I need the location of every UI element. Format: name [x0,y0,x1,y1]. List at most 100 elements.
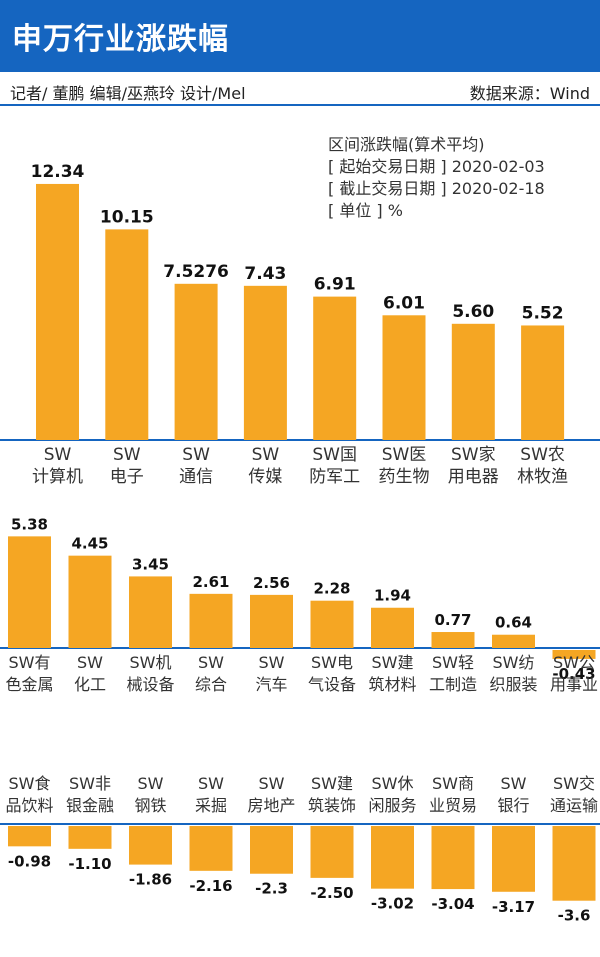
value-label: -3.04 [431,895,474,913]
value-label: 2.28 [313,580,350,598]
category-label: 工制造 [429,675,477,694]
bar [310,826,354,878]
category-label: 色金属 [5,675,53,694]
page-title: 申万行业涨跌幅 [12,22,229,57]
category-label: SW电 [311,653,353,672]
category-label: SW [44,445,72,465]
bar [68,555,112,648]
category-label: 传媒 [248,467,282,487]
info-line-3: [ 截止交易日期 ] 2020-02-18 [328,179,545,198]
category-label: SW交 [553,774,595,793]
category-label: 用电器 [448,467,499,487]
category-label: SW [252,445,280,465]
value-label: -2.50 [310,884,353,902]
category-label: SW [77,653,103,672]
value-label: -2.3 [255,880,288,898]
category-label: SW轻 [432,653,474,672]
category-label: SW纺 [493,653,535,672]
category-label: SW机 [130,653,172,672]
bar [371,607,414,648]
value-label: -3.17 [492,898,535,916]
value-label: 6.01 [383,293,425,313]
category-label: 用事业 [550,675,598,694]
header-banner: 申万行业涨跌幅 [0,0,600,72]
value-label: 5.52 [522,303,564,323]
category-label: SW [182,445,210,465]
category-label: SW家 [451,445,496,465]
value-label: 5.38 [11,515,48,533]
category-label: 织服装 [489,675,537,694]
category-label: 药生物 [379,467,430,487]
value-label: 5.60 [452,302,494,322]
category-label: 电子 [110,467,144,487]
bar [189,593,233,648]
category-label: SW休 [372,774,414,793]
category-label: SW医 [382,445,427,465]
category-label: 业贸易 [429,796,477,815]
bar [129,826,172,865]
value-label: 0.77 [434,611,471,629]
category-label: SW [259,653,285,672]
category-label: SW [113,445,141,465]
bar [382,315,426,440]
value-label: -1.10 [68,855,111,873]
value-label: 2.61 [192,573,229,591]
category-label: 采掘 [195,796,227,815]
category-label: SW非 [69,774,111,793]
category-label: 汽车 [255,675,287,694]
category-label: SW [198,774,224,793]
bar [8,826,51,847]
info-line-2: [ 起始交易日期 ] 2020-02-03 [328,157,545,176]
category-label: 化工 [74,675,106,694]
category-label: 气设备 [308,675,356,694]
category-label: 钢铁 [134,796,166,815]
bar [313,296,357,440]
bar [310,600,354,648]
category-label: SW国 [312,445,357,465]
bar [552,826,596,901]
category-label: SW [259,774,285,793]
value-label: 4.45 [71,535,108,553]
bar [36,183,79,440]
info-line-1: 区间涨跌幅(算术平均) [328,135,485,154]
info-box: 区间涨跌幅(算术平均) [ 起始交易日期 ] 2020-02-03 [ 截止交易… [328,134,545,222]
category-label: SW农 [520,445,565,465]
source-text: 数据来源：Wind [469,84,590,103]
category-label: 通运输 [550,796,598,815]
bar [552,650,596,659]
value-label: -0.43 [552,665,595,683]
category-label: 筑材料 [368,675,416,694]
value-label: 2.56 [253,574,290,592]
category-label: 械设备 [126,675,174,694]
bar [451,323,495,440]
value-label: -0.98 [8,852,51,870]
bar [521,325,565,440]
bar [431,632,475,648]
bar [174,283,218,440]
bar [492,634,535,648]
bar [189,826,233,871]
value-label: 3.45 [132,555,169,573]
category-label: SW [138,774,164,793]
value-label: 6.91 [314,275,356,295]
category-label: SW有 [9,653,51,672]
category-label: SW公 [553,653,595,672]
bar [105,229,149,440]
category-label: 防军工 [309,467,360,487]
value-label: -1.86 [129,871,172,889]
value-label: 7.43 [244,264,286,284]
bar [371,826,414,889]
bar [250,826,293,874]
category-label: 林牧渔 [517,467,568,487]
category-label: SW [501,774,527,793]
category-label: SW商 [432,774,474,793]
bar [129,576,172,648]
bar [492,826,535,892]
bar [243,285,287,440]
bar [68,826,112,849]
bar [8,536,51,648]
category-label: SW建 [311,774,353,793]
credits-text: 记者/ 董鹏 编辑/巫燕玲 设计/Mel [10,84,246,103]
divider [0,104,600,106]
